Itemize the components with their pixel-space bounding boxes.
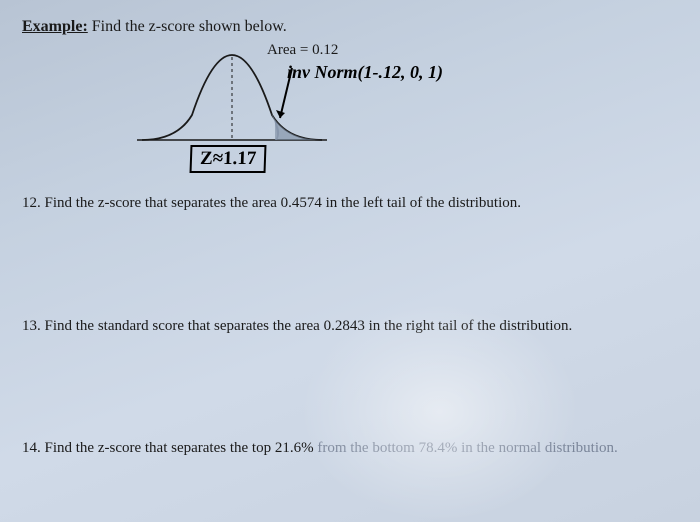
example-header: Example: Find the z-score shown below. — [22, 18, 678, 36]
q13-text-before: Find the standard score that separates t… — [45, 318, 324, 334]
question-14: 14. Find the z-score that separates the … — [22, 437, 678, 460]
q12-value: 0.4574 — [281, 195, 322, 211]
q14-value1: 21.6% — [275, 440, 314, 456]
q12-text-before: Find the z-score that separates the area — [45, 195, 281, 211]
q14-text-mid: from the bottom — [314, 440, 419, 456]
area-label: Area = 0.12 — [267, 42, 338, 59]
question-13: 13. Find the standard score that separat… — [22, 315, 678, 338]
q13-value: 0.2843 — [324, 318, 365, 334]
q13-text-after: in the right tail of the distribution. — [365, 318, 572, 334]
q13-number: 13. — [22, 318, 41, 334]
example-prompt: Find the z-score shown below. — [92, 18, 287, 35]
q14-text-before: Find the z-score that separates the top — [45, 440, 275, 456]
question-12: 12. Find the z-score that separates the … — [22, 192, 678, 215]
normal-curve-diagram: Area = 0.12 inv Norm(1-.12, 0, 1) Z≈1.17 — [132, 40, 678, 180]
handwritten-answer-box: Z≈1.17 — [190, 145, 267, 173]
q14-value2: 78.4% — [419, 440, 458, 456]
q12-number: 12. — [22, 195, 41, 211]
example-label: Example: — [22, 18, 88, 35]
q12-text-after: in the left tail of the distribution. — [322, 195, 521, 211]
q14-text-after: in the normal distribution. — [457, 440, 617, 456]
handwritten-formula: inv Norm(1-.12, 0, 1) — [287, 62, 443, 83]
q14-number: 14. — [22, 440, 41, 456]
